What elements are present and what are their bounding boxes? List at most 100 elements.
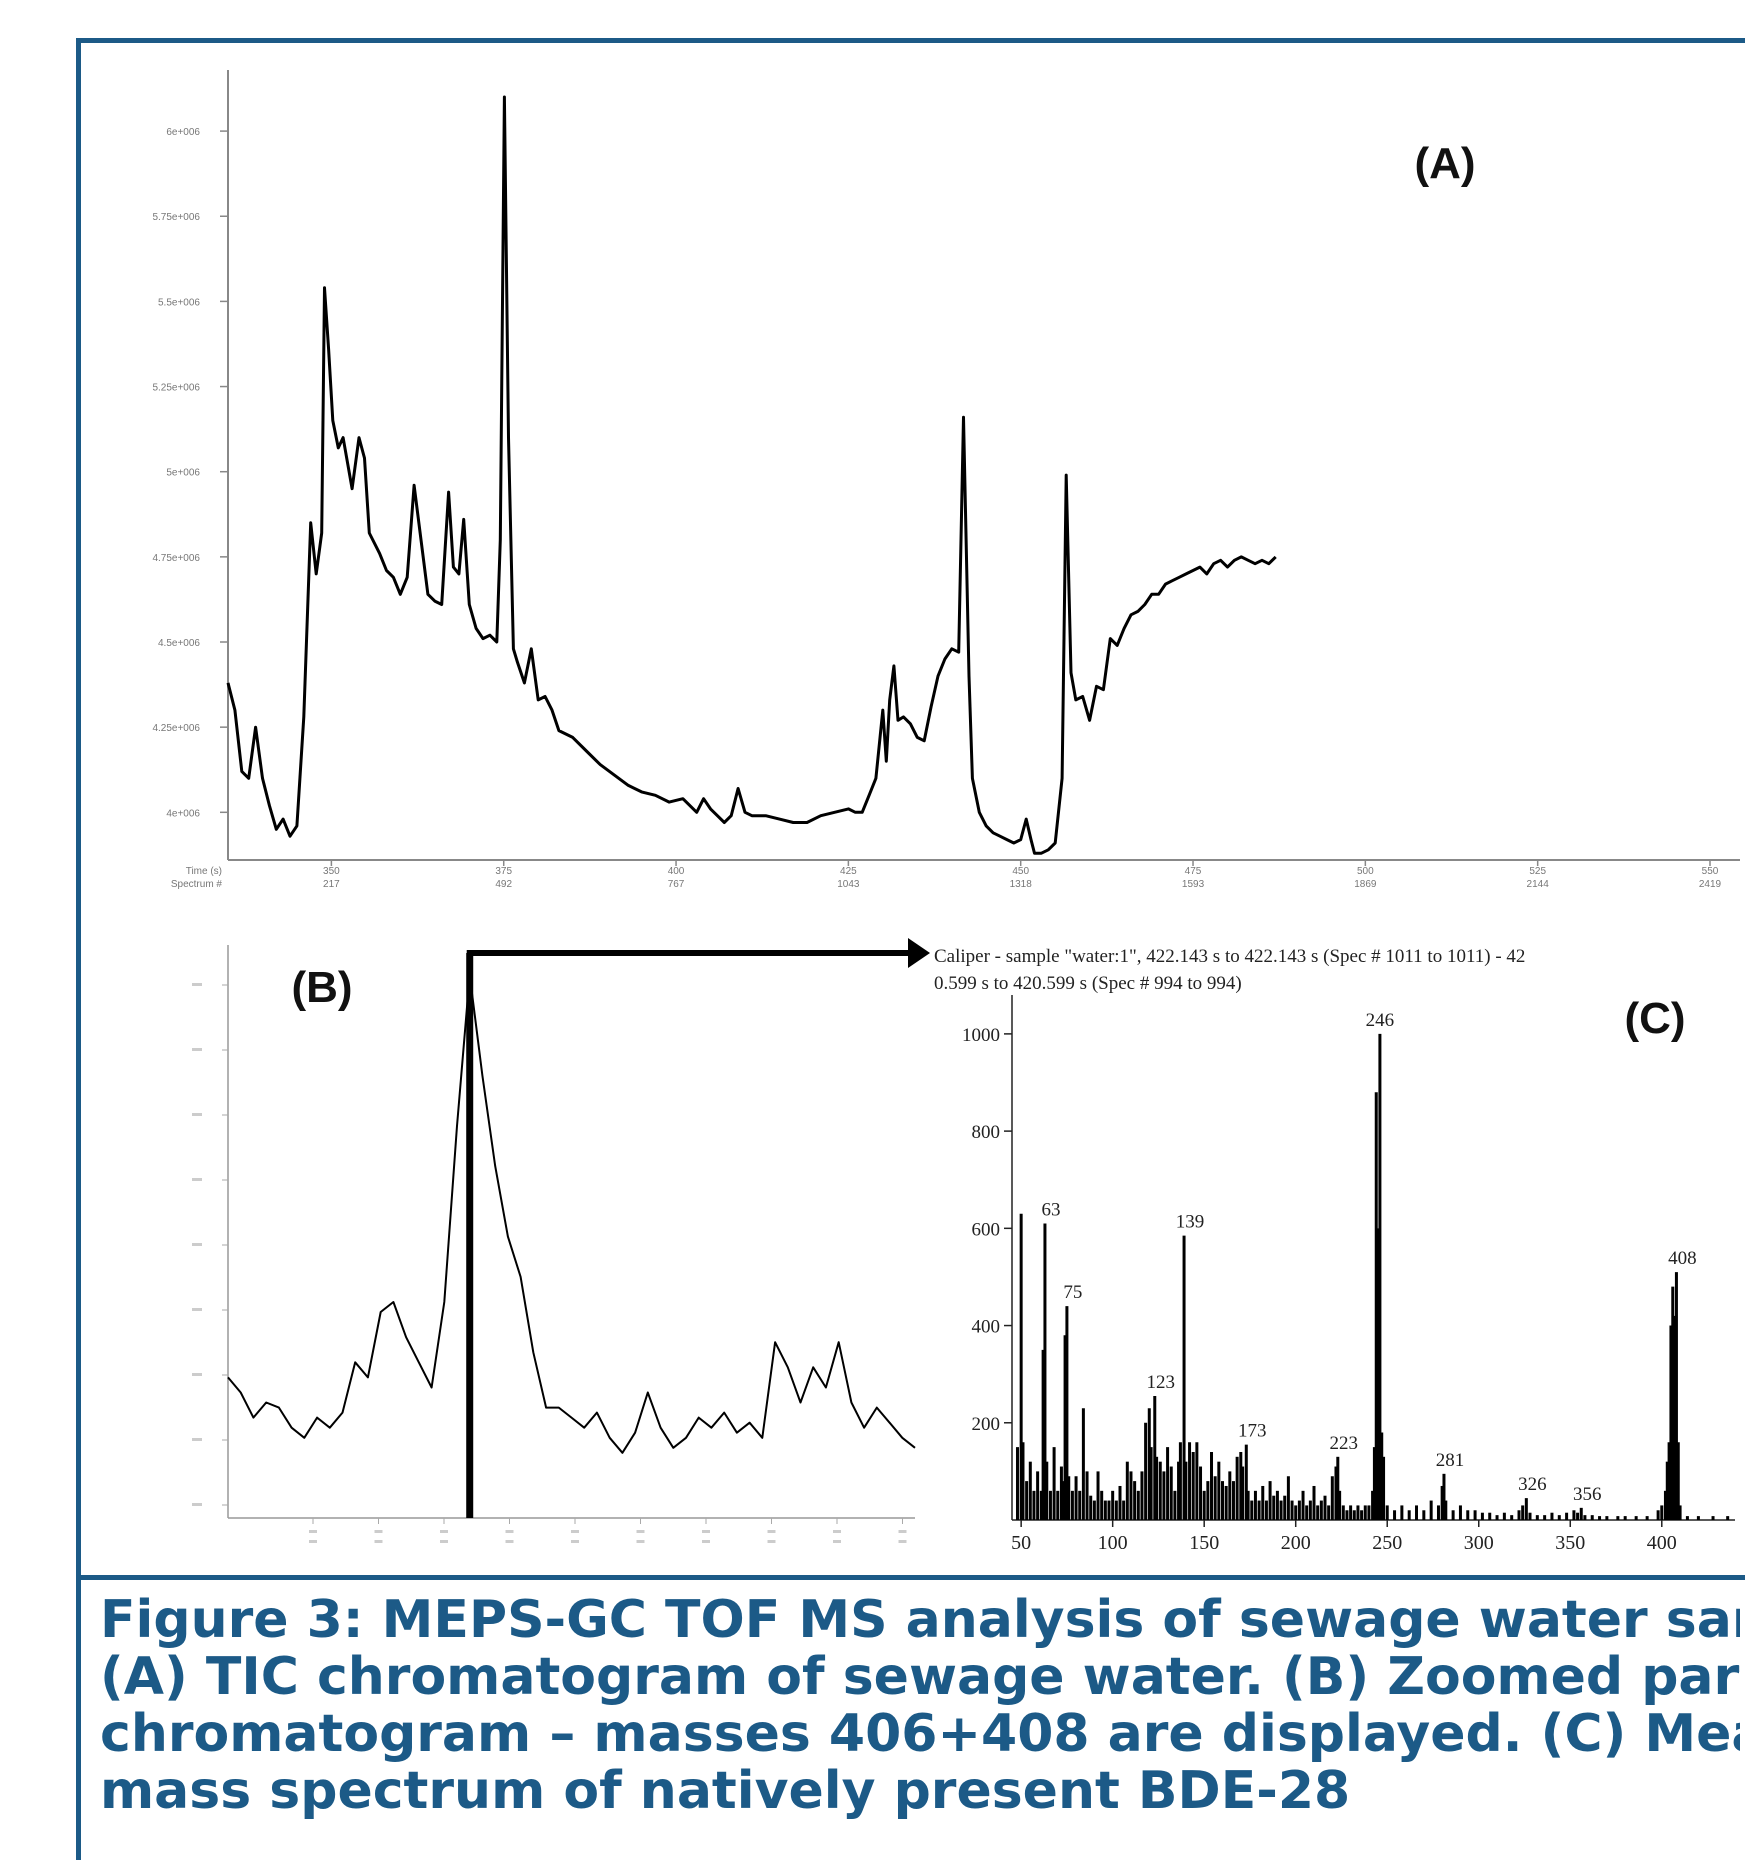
panel-c-peak-label: 356 xyxy=(1573,1484,1602,1505)
figure-caption: Figure 3: MEPS-GC TOF MS analysis of sew… xyxy=(100,1592,1740,1820)
panel-b-x-tick-label-2 xyxy=(833,1540,841,1543)
panel-c-y-tick-label: 1000 xyxy=(962,1025,1000,1046)
panel-c-peak-label: 246 xyxy=(1366,1010,1395,1031)
panel-b-x-tick-label-2 xyxy=(702,1540,710,1543)
panel-c-x-tick-label: 150 xyxy=(1189,1532,1219,1554)
panel-c-peak-label: 173 xyxy=(1238,1421,1267,1442)
panel-a-tic-chromatogram: 6e+006 5.75e+006 5.5e+006 5.25e+006 5e+006 4.… xyxy=(152,70,1740,890)
panel-b-y-tick-label xyxy=(192,1048,202,1051)
panel-b-zoomed-chromatogram: (B) xyxy=(192,938,930,1543)
panel-b-y-tick-label xyxy=(192,1113,202,1116)
panel-a-y-tick-label: 4.75e+006 xyxy=(152,553,200,564)
panel-a-x-tick-label-time: 500 xyxy=(1357,866,1374,877)
panel-c-header-line-2: 0.599 s to 420.599 s (Spec # 994 to 994) xyxy=(934,973,1242,994)
panel-c-peak-label: 281 xyxy=(1436,1450,1465,1471)
panel-a-y-tick-label: 5.5e+006 xyxy=(158,297,200,308)
panel-a-y-tick-label: 4.25e+006 xyxy=(152,723,200,734)
caption-line-4: mass spectrum of natively present BDE-28 xyxy=(100,1761,1351,1820)
caption-line-3: chromatogram – masses 406+408 are displa… xyxy=(100,1704,1740,1764)
panel-c-header-line-1: Caliper - sample "water:1", 422.143 s to… xyxy=(934,946,1525,967)
panel-c-peak-label: 223 xyxy=(1330,1433,1359,1454)
panel-b-x-tick-label-2 xyxy=(505,1540,514,1543)
panel-a-y-tick-label: 5e+006 xyxy=(166,468,200,479)
panel-c-peak-label: 63 xyxy=(1041,1199,1060,1220)
panel-b-x-tick-label xyxy=(767,1530,776,1533)
panel-b-label: (B) xyxy=(291,963,352,1012)
panel-c-x-tick-label: 350 xyxy=(1555,1532,1585,1554)
panel-b-y-tick-label xyxy=(192,1243,202,1246)
caption-line-2: (A) TIC chromatogram of sewage water. (B… xyxy=(100,1647,1740,1707)
panel-a-x-tick-label-spectrum: 1043 xyxy=(837,879,860,890)
panel-b-x-tick-label xyxy=(309,1530,317,1533)
panel-b-y-tick-label xyxy=(192,1178,202,1181)
panel-a-x-tick-label-spectrum: 1869 xyxy=(1354,879,1377,890)
panel-c-x-tick-label: 250 xyxy=(1372,1532,1402,1554)
panel-a-x-tick-label-spectrum: 217 xyxy=(323,879,340,890)
panel-c-peak-label: 408 xyxy=(1668,1248,1697,1269)
panel-a-x-row-label-time: Time (s) xyxy=(186,866,222,877)
panel-b-x-tick-label-2 xyxy=(571,1540,579,1543)
panel-b-y-tick-label xyxy=(192,1503,202,1506)
panel-b-x-tick-label xyxy=(898,1530,907,1533)
panel-b-x-tick-label xyxy=(374,1530,383,1533)
panel-a-x-tick-label-time: 475 xyxy=(1185,866,1202,877)
panel-c-peak-label: 123 xyxy=(1147,1372,1176,1393)
panel-c-peak-label: 326 xyxy=(1518,1474,1547,1495)
panel-a-tic-trace xyxy=(226,95,1277,855)
panel-a-x-tick-label-spectrum: 2144 xyxy=(1527,879,1550,890)
panel-c-x-tick-label: 100 xyxy=(1098,1532,1128,1554)
panel-a-y-tick-label: 5.25e+006 xyxy=(152,383,200,394)
frame-top-border xyxy=(76,38,1745,43)
panel-a-x-tick-label-spectrum: 767 xyxy=(668,879,685,890)
panel-b-x-tick-label-2 xyxy=(898,1540,907,1543)
panel-a-x-row-label-spectrum: Spectrum # xyxy=(171,879,223,890)
panel-c-label: (C) xyxy=(1624,994,1685,1043)
panel-a-x-tick-label-spectrum: 492 xyxy=(495,879,512,890)
panel-c-mass-spectrum: Caliper - sample "water:1", 422.143 s to… xyxy=(934,946,1735,1554)
panel-c-peak-label: 75 xyxy=(1063,1282,1082,1303)
panel-b-x-tick-label-2 xyxy=(374,1540,383,1543)
panel-a-label: (A) xyxy=(1414,139,1475,188)
panel-a-y-tick-label: 5.75e+006 xyxy=(152,212,200,223)
caption-divider xyxy=(76,1575,1745,1580)
panel-b-x-tick-label-2 xyxy=(767,1540,776,1543)
panel-b-y-tick-label xyxy=(192,1438,202,1441)
panel-c-x-tick-label: 300 xyxy=(1464,1532,1494,1554)
panel-b-x-tick-label-2 xyxy=(440,1540,448,1543)
panel-c-y-tick-label: 200 xyxy=(972,1414,1001,1435)
panel-b-y-tick-label xyxy=(192,1308,202,1311)
panel-a-x-tick-label-time: 375 xyxy=(495,866,512,877)
panel-c-x-tick-label: 400 xyxy=(1647,1532,1677,1554)
panel-b-x-tick-label xyxy=(440,1530,448,1533)
panel-a-x-tick-label-time: 550 xyxy=(1702,866,1719,877)
panel-c-peak-label: 139 xyxy=(1176,1212,1205,1233)
panel-a-y-tick-label: 4.5e+006 xyxy=(158,638,200,649)
panel-a-x-tick-label-time: 425 xyxy=(840,866,857,877)
panel-a-x-tick-label-spectrum: 1593 xyxy=(1182,879,1205,890)
panel-b-y-tick-label xyxy=(192,983,202,986)
panel-a-x-tick-label-time: 525 xyxy=(1529,866,1546,877)
panel-c-x-tick-label: 200 xyxy=(1281,1532,1311,1554)
panel-b-x-tick-label xyxy=(833,1530,841,1533)
panel-a-x-tick-label-time: 450 xyxy=(1012,866,1029,877)
panel-b-x-tick-label xyxy=(636,1530,645,1533)
panel-a-y-tick-label: 4e+006 xyxy=(166,808,200,819)
figure-svg: 6e+006 5.75e+006 5.5e+006 5.25e+006 5e+006 4.… xyxy=(152,70,1740,1554)
caption-line-1: Figure 3: MEPS-GC TOF MS analysis of sew… xyxy=(100,1592,1740,1650)
panel-c-x-tick-label: 50 xyxy=(1011,1532,1031,1554)
panel-b-ion-trace xyxy=(227,974,916,1454)
panel-a-x-tick-label-spectrum: 2419 xyxy=(1699,879,1722,890)
panel-c-y-tick-label: 600 xyxy=(972,1219,1001,1240)
panel-b-x-tick-label-2 xyxy=(636,1540,645,1543)
panel-a-x-tick-label-time: 400 xyxy=(668,866,685,877)
panel-a-y-tick-label: 6e+006 xyxy=(166,127,200,138)
panel-b-x-tick-label-2 xyxy=(309,1540,317,1543)
panel-b-x-tick-label xyxy=(571,1530,579,1533)
panel-b-x-tick-label xyxy=(702,1530,710,1533)
panel-c-y-tick-label: 400 xyxy=(972,1317,1001,1338)
panel-c-y-tick-label: 800 xyxy=(972,1122,1001,1143)
arrow-head-icon xyxy=(908,938,930,968)
panel-b-x-tick-label xyxy=(505,1530,514,1533)
panel-a-x-tick-label-time: 350 xyxy=(323,866,340,877)
